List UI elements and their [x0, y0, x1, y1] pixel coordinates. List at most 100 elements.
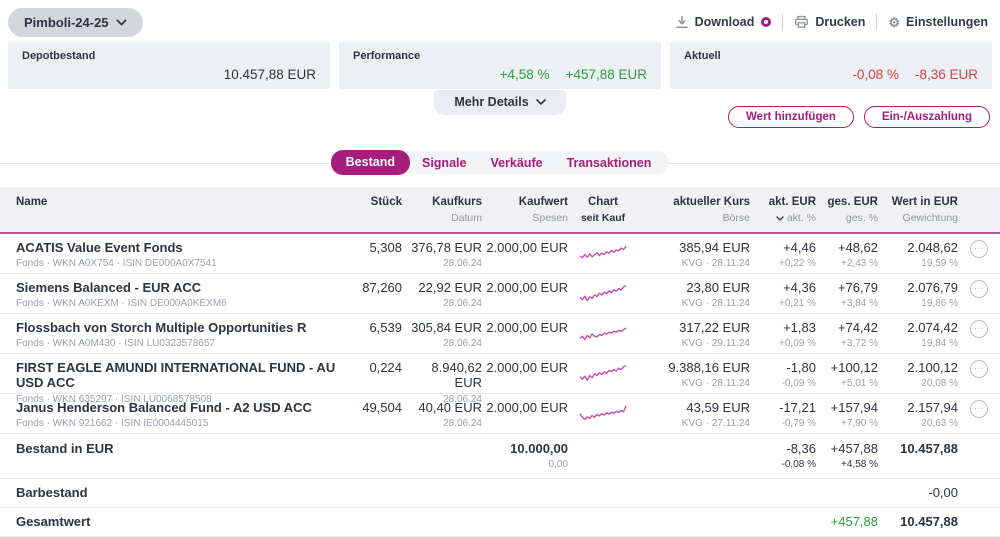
- col-seit-kauf: seit Kauf: [581, 211, 625, 226]
- bestand-in-eur-label: Bestand in EUR: [16, 441, 338, 456]
- current-price: 317,22 EUR: [638, 320, 750, 336]
- chevron-down-icon: [536, 99, 546, 105]
- value-in-eur: 2.157,94: [878, 400, 958, 416]
- weighting-pct: 20,63 %: [878, 418, 958, 429]
- purchase-date: 28.06.24: [402, 258, 482, 269]
- sparkline-chart[interactable]: [568, 240, 638, 268]
- sort-chevron-down-icon: [776, 216, 784, 221]
- table-row: ACATIS Value Event Fonds Fonds · WKN A0X…: [0, 234, 1000, 274]
- total-change-pct: +2,43 %: [816, 258, 878, 269]
- weighting-pct: 19,59 %: [878, 258, 958, 269]
- depot-balance-box: Depotbestand 10.457,88 EUR: [8, 42, 330, 89]
- ellipsis-icon: ···: [974, 324, 985, 333]
- purchase-value: 2.000,00 EUR: [482, 320, 568, 336]
- top-actions: Download Drucken ⚙ Einstellungen: [675, 14, 988, 30]
- purchase-price: 8.940,62 EUR: [402, 360, 482, 391]
- table-row: FIRST EAGLE AMUNDI INTERNATIONAL FUND - …: [0, 354, 1000, 394]
- purchase-value: 2.000,00 EUR: [482, 400, 568, 416]
- col-stueck[interactable]: Stück: [338, 194, 402, 211]
- purchase-price: 305,84 EUR: [402, 320, 482, 336]
- col-gewichtung: Gewichtung: [878, 211, 958, 226]
- row-menu-button[interactable]: ···: [970, 280, 988, 298]
- deposit-withdrawal-button[interactable]: Ein-/Auszahlung: [864, 106, 990, 128]
- tab-transaktionen[interactable]: Transaktionen: [555, 156, 664, 170]
- current-price: 9.388,16 EUR: [638, 360, 750, 376]
- sort-indicator[interactable]: akt. %: [776, 211, 816, 226]
- shares-value: 87,260: [338, 280, 402, 296]
- ellipsis-icon: ···: [974, 364, 985, 373]
- table-row: Flossbach von Storch Multiple Opportunit…: [0, 314, 1000, 354]
- fund-name-link[interactable]: FIRST EAGLE AMUNDI INTERNATIONAL FUND - …: [16, 360, 338, 391]
- current-change-value: -8,36 EUR: [915, 67, 978, 82]
- barbestand-row: Barbestand -0,00: [0, 479, 1000, 508]
- purchase-value: 2.000,00 EUR: [482, 360, 568, 376]
- total-change-eur: +100,12: [816, 360, 878, 376]
- col-name[interactable]: Name: [16, 194, 338, 211]
- sparkline-chart[interactable]: [568, 400, 638, 428]
- fund-name-link[interactable]: ACATIS Value Event Fonds: [16, 240, 338, 256]
- download-button[interactable]: Download: [675, 15, 772, 29]
- row-menu-button[interactable]: ···: [970, 320, 988, 338]
- chevron-down-icon: [116, 19, 127, 26]
- shares-value: 5,308: [338, 240, 402, 256]
- gesamtwert-row: Gesamtwert +457,88 10.457,88: [0, 508, 1000, 537]
- daily-change-pct: +0,22 %: [750, 258, 816, 269]
- gesamtwert-label: Gesamtwert: [16, 514, 338, 529]
- table-row: Siemens Balanced - EUR ACC Fonds · WKN A…: [0, 274, 1000, 314]
- current-price: 23,80 EUR: [638, 280, 750, 296]
- print-button[interactable]: Drucken: [794, 15, 865, 29]
- ellipsis-icon: ···: [974, 404, 985, 413]
- table-header: Name Stück Kaufkurs Datum Kaufwert Spese…: [0, 187, 1000, 234]
- price-source-date: KVG · 28.11.24: [638, 378, 750, 389]
- tab-signale[interactable]: Signale: [410, 156, 478, 170]
- sparkline-chart[interactable]: [568, 360, 638, 388]
- value-in-eur: 2.074,42: [878, 320, 958, 336]
- total-wert: 10.457,88: [878, 441, 958, 457]
- total-change-eur: +157,94: [816, 400, 878, 416]
- download-label: Download: [695, 15, 755, 29]
- more-details-button[interactable]: Mehr Details: [434, 90, 565, 115]
- purchase-date: 28.06.24: [402, 298, 482, 309]
- bestand-in-eur-row: Bestand in EUR 10.000,00 0,00 -8,36 -0,0…: [0, 434, 1000, 479]
- more-details-label: Mehr Details: [454, 95, 528, 109]
- settings-button[interactable]: ⚙ Einstellungen: [888, 15, 988, 29]
- total-change-eur: +76,79: [816, 280, 878, 296]
- holdings-rows: ACATIS Value Event Fonds Fonds · WKN A0X…: [0, 234, 1000, 434]
- download-icon: [675, 15, 689, 29]
- fund-identifiers: Fonds · WKN A0M430 · ISIN LU0323578657: [16, 338, 338, 349]
- performance-percent: +4,58 %: [500, 67, 550, 82]
- col-akt-eur[interactable]: akt. EUR: [750, 194, 816, 211]
- fund-name-link[interactable]: Flossbach von Storch Multiple Opportunit…: [16, 320, 338, 336]
- sparkline-chart[interactable]: [568, 320, 638, 348]
- gear-icon: ⚙: [888, 16, 900, 29]
- col-aktueller-kurs[interactable]: aktueller Kurs: [638, 194, 750, 211]
- col-wert-in-eur[interactable]: Wert in EUR: [878, 194, 958, 211]
- col-chart: Chart: [588, 194, 618, 211]
- fund-name-link[interactable]: Siemens Balanced - EUR ACC: [16, 280, 338, 296]
- daily-change-eur: -17,21: [750, 400, 816, 416]
- col-kaufwert[interactable]: Kaufwert: [482, 194, 568, 211]
- total-gain-pct: +4,58 %: [816, 459, 878, 470]
- tab-bestand[interactable]: Bestand: [331, 150, 410, 175]
- row-menu-button[interactable]: ···: [970, 400, 988, 418]
- row-menu-button[interactable]: ···: [970, 240, 988, 258]
- fund-name-link[interactable]: Janus Henderson Balanced Fund - A2 USD A…: [16, 400, 338, 416]
- price-source-date: KVG · 27.11.24: [638, 418, 750, 429]
- fund-identifiers: Fonds · WKN 921662 · ISIN IE0004445015: [16, 418, 338, 429]
- ellipsis-icon: ···: [974, 244, 985, 253]
- portfolio-selector-label: Pimboli-24-25: [24, 15, 109, 30]
- purchase-price: 376,78 EUR: [402, 240, 482, 256]
- tab-verkaeufe[interactable]: Verkäufe: [478, 156, 554, 170]
- fund-identifiers: Fonds · WKN A0KEXM · ISIN DE000A0KEXM6: [16, 298, 338, 309]
- daily-change-pct: -0,09 %: [750, 378, 816, 389]
- sparkline-chart[interactable]: [568, 280, 638, 308]
- add-value-button[interactable]: Wert hinzufügen: [728, 106, 854, 128]
- price-source-date: KVG · 29.11.24: [638, 338, 750, 349]
- current-change-box: Aktuell -0,08 % -8,36 EUR: [670, 42, 992, 89]
- total-change-pct: +5,01 %: [816, 378, 878, 389]
- col-kaufkurs[interactable]: Kaufkurs: [402, 194, 482, 211]
- row-menu-button[interactable]: ···: [970, 360, 988, 378]
- portfolio-selector[interactable]: Pimboli-24-25: [8, 8, 143, 37]
- total-change-pct: +3,72 %: [816, 338, 878, 349]
- col-ges-eur[interactable]: ges. EUR: [816, 194, 878, 211]
